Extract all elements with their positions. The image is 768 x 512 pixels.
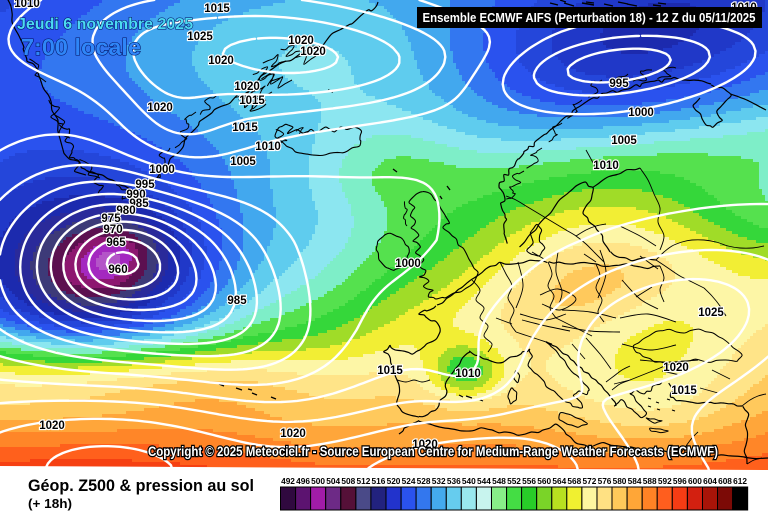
svg-text:576: 576	[598, 476, 612, 486]
svg-text:1020: 1020	[300, 46, 326, 58]
svg-text:552: 552	[507, 476, 521, 486]
svg-text:572: 572	[582, 476, 596, 486]
svg-text:608: 608	[718, 476, 732, 486]
svg-text:1020: 1020	[39, 420, 65, 432]
svg-text:1010: 1010	[255, 141, 281, 153]
svg-text:1005: 1005	[230, 156, 256, 168]
svg-text:500: 500	[311, 476, 325, 486]
svg-text:1000: 1000	[149, 164, 175, 176]
svg-text:(+ 18h): (+ 18h)	[28, 496, 72, 511]
svg-text:584: 584	[628, 476, 642, 486]
svg-text:544: 544	[477, 476, 491, 486]
svg-text:512: 512	[356, 476, 370, 486]
svg-text:1015: 1015	[671, 385, 697, 397]
svg-text:560: 560	[537, 476, 551, 486]
svg-text:504: 504	[326, 476, 340, 486]
svg-text:568: 568	[567, 476, 581, 486]
svg-text:1015: 1015	[239, 95, 265, 107]
svg-text:7:00 locale: 7:00 locale	[21, 34, 141, 60]
svg-text:1015: 1015	[377, 365, 403, 377]
svg-text:600: 600	[688, 476, 702, 486]
svg-text:520: 520	[387, 476, 401, 486]
svg-text:564: 564	[552, 476, 566, 486]
svg-text:1015: 1015	[232, 122, 258, 134]
svg-text:612: 612	[733, 476, 747, 486]
svg-text:980: 980	[116, 205, 135, 217]
svg-text:580: 580	[613, 476, 627, 486]
svg-text:1020: 1020	[412, 439, 438, 451]
svg-text:532: 532	[432, 476, 446, 486]
svg-text:Jeudi 6 novembre 2025: Jeudi 6 novembre 2025	[17, 16, 193, 33]
svg-text:1000: 1000	[628, 107, 654, 119]
svg-text:985: 985	[227, 295, 247, 307]
svg-text:508: 508	[341, 476, 355, 486]
svg-text:556: 556	[522, 476, 536, 486]
svg-text:592: 592	[658, 476, 672, 486]
svg-text:496: 496	[296, 476, 310, 486]
svg-text:1005: 1005	[611, 135, 637, 147]
svg-text:1000: 1000	[395, 258, 421, 270]
svg-text:588: 588	[643, 476, 657, 486]
svg-text:516: 516	[371, 476, 385, 486]
svg-text:548: 548	[492, 476, 506, 486]
svg-text:Ensemble ECMWF AIFS (Perturba: Ensemble ECMWF AIFS (Perturbation 18) - …	[423, 11, 756, 25]
svg-text:985: 985	[129, 198, 149, 210]
svg-text:492: 492	[281, 476, 295, 486]
svg-text:Copyright © 2025 Meteociel.fr: Copyright © 2025 Meteociel.fr - Source E…	[148, 444, 718, 459]
svg-text:1025: 1025	[187, 31, 213, 43]
svg-text:1020: 1020	[288, 35, 314, 47]
svg-text:1020: 1020	[234, 81, 260, 93]
svg-text:Géop. Z500 & pression au sol: Géop. Z500 & pression au sol	[28, 477, 254, 495]
svg-text:1020: 1020	[208, 55, 234, 67]
svg-text:995: 995	[135, 179, 155, 191]
svg-text:960: 960	[108, 264, 127, 276]
svg-text:1015: 1015	[204, 3, 230, 15]
svg-text:604: 604	[703, 476, 717, 486]
svg-text:540: 540	[462, 476, 476, 486]
svg-text:528: 528	[417, 476, 431, 486]
svg-text:1010: 1010	[14, 0, 40, 10]
svg-text:1020: 1020	[663, 362, 689, 374]
svg-text:965: 965	[106, 237, 126, 249]
svg-text:970: 970	[103, 224, 122, 236]
svg-text:1010: 1010	[455, 368, 481, 380]
svg-text:1025: 1025	[698, 307, 724, 319]
svg-text:1020: 1020	[147, 102, 173, 114]
svg-text:1020: 1020	[280, 428, 306, 440]
svg-text:995: 995	[609, 78, 629, 90]
svg-text:990: 990	[126, 189, 145, 201]
svg-text:536: 536	[447, 476, 461, 486]
svg-text:975: 975	[101, 213, 121, 225]
svg-text:524: 524	[402, 476, 416, 486]
svg-text:596: 596	[673, 476, 687, 486]
svg-text:1010: 1010	[593, 160, 619, 172]
